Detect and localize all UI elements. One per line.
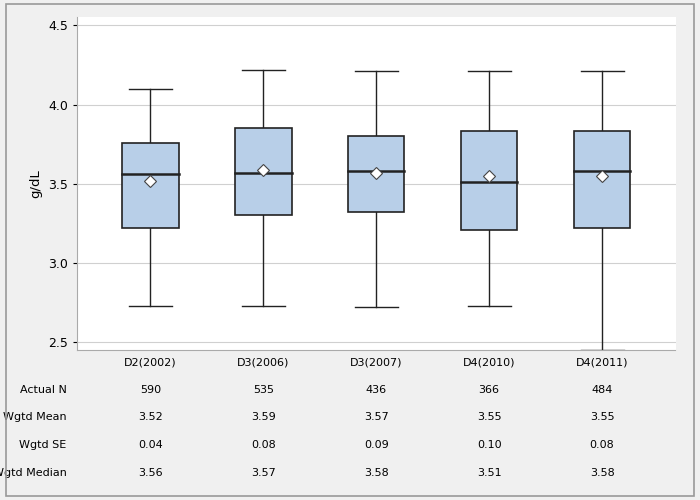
- Text: 0.08: 0.08: [251, 440, 276, 450]
- Text: D3(2006): D3(2006): [237, 358, 290, 368]
- Bar: [235, 128, 292, 216]
- Text: 0.10: 0.10: [477, 440, 501, 450]
- Text: D3(2007): D3(2007): [350, 358, 402, 368]
- Bar: [574, 132, 630, 228]
- Bar: [122, 142, 178, 228]
- Text: 3.57: 3.57: [364, 412, 388, 422]
- Text: 3.58: 3.58: [364, 468, 388, 477]
- Text: 436: 436: [365, 385, 387, 395]
- Text: D2(2002): D2(2002): [124, 358, 176, 368]
- Text: 3.58: 3.58: [589, 468, 615, 477]
- Bar: [348, 136, 405, 212]
- Text: D4(2011): D4(2011): [576, 358, 629, 368]
- Text: 3.55: 3.55: [477, 412, 501, 422]
- Text: 3.55: 3.55: [590, 412, 615, 422]
- Text: 3.56: 3.56: [138, 468, 162, 477]
- Text: 0.04: 0.04: [138, 440, 163, 450]
- Text: Actual N: Actual N: [20, 385, 66, 395]
- Text: 366: 366: [479, 385, 500, 395]
- Text: Wgtd Median: Wgtd Median: [0, 468, 66, 477]
- Text: 535: 535: [253, 385, 274, 395]
- Text: 3.57: 3.57: [251, 468, 276, 477]
- Text: 0.09: 0.09: [364, 440, 388, 450]
- Text: 484: 484: [592, 385, 612, 395]
- Y-axis label: g/dL: g/dL: [29, 170, 43, 198]
- Bar: [461, 132, 517, 230]
- Text: 3.59: 3.59: [251, 412, 276, 422]
- Text: 3.52: 3.52: [138, 412, 163, 422]
- Text: Wgtd SE: Wgtd SE: [20, 440, 66, 450]
- Text: D4(2010): D4(2010): [463, 358, 515, 368]
- Text: 590: 590: [140, 385, 161, 395]
- Text: Wgtd Mean: Wgtd Mean: [3, 412, 66, 422]
- Text: 3.51: 3.51: [477, 468, 501, 477]
- Text: 0.08: 0.08: [589, 440, 615, 450]
